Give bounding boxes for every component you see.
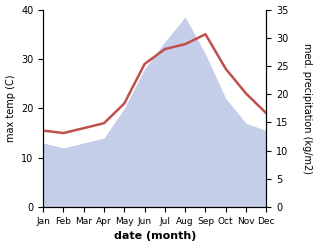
- Y-axis label: med. precipitation (kg/m2): med. precipitation (kg/m2): [302, 43, 313, 174]
- Y-axis label: max temp (C): max temp (C): [5, 75, 16, 142]
- X-axis label: date (month): date (month): [114, 231, 196, 242]
